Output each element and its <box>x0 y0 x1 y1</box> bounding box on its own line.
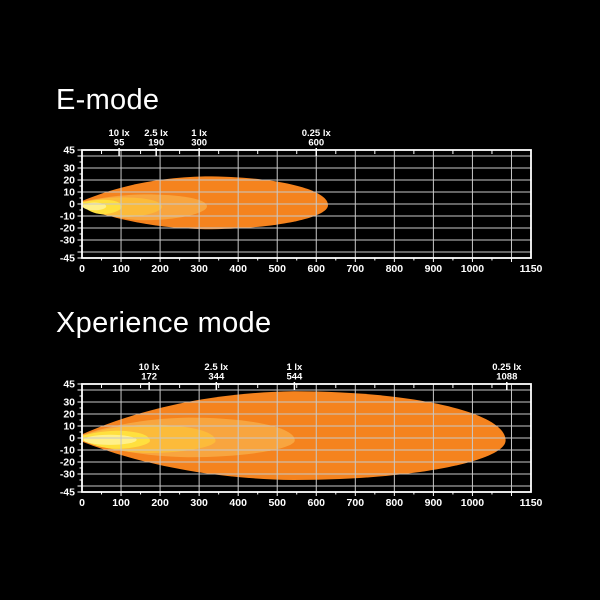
y-tick-label: 10 <box>63 187 75 199</box>
annotation-distance-label: 300 <box>191 138 207 149</box>
axis-labels: 0 100 200 300 400 500 600 700 800 900 1000 11504530… <box>60 145 543 276</box>
x-tick-label: 1000 <box>461 263 485 275</box>
x-tick-label: 400 <box>229 497 247 509</box>
y-tick-label: -20 <box>60 223 75 235</box>
beam-zones <box>82 391 506 480</box>
plot-border <box>81 149 532 259</box>
x-tick-label: 400 <box>229 263 247 275</box>
beam-zones <box>82 176 328 230</box>
annotation-distance-label: 1088 <box>496 372 517 383</box>
emode-chart-title: E-mode <box>56 84 160 116</box>
annotation-lux-label: 2.5 lx <box>204 362 228 373</box>
y-tick-label: 0 <box>69 199 75 211</box>
annotation-lux-label: 0.25 lx <box>492 362 522 373</box>
x-tick-label: 0 <box>79 263 85 275</box>
x-tick-label: 300 <box>190 263 208 275</box>
y-tick-label: 30 <box>63 397 75 409</box>
y-tick-label: 20 <box>63 175 75 187</box>
y-tick-label: -30 <box>60 235 75 247</box>
y-tick-label: -45 <box>60 487 75 499</box>
annotation-distance-label: 544 <box>286 372 303 383</box>
annotation-lux-label: 1 lx <box>191 128 208 139</box>
y-tick-label: 45 <box>63 379 75 391</box>
annotation-distance-label: 344 <box>208 372 225 383</box>
annotation-lux-label: 2.5 lx <box>144 128 168 139</box>
y-tick-label: 20 <box>63 409 75 421</box>
x-tick-label: 100 <box>112 497 130 509</box>
annotation-distance-label: 190 <box>148 138 164 149</box>
y-tick-label: 10 <box>63 421 75 433</box>
x-tick-label: 700 <box>347 497 365 509</box>
x-tick-label: 1000 <box>461 497 485 509</box>
x-tick-label: 800 <box>386 263 404 275</box>
grid-lines <box>82 384 531 492</box>
x-tick-label: 600 <box>307 263 325 275</box>
x-tick-label: 1150 <box>520 263 543 275</box>
xperience-beam-chart: 0 100 200 300 400 500 600 700 800 900 1000 11504530… <box>60 362 543 510</box>
y-tick-label: 0 <box>69 433 75 445</box>
y-tick-label: 30 <box>63 163 75 175</box>
beam-zone-0.25lx <box>82 391 506 480</box>
beam-hotspot <box>83 434 137 445</box>
x-tick-label: 1150 <box>520 497 543 509</box>
annotation-lux-label: 10 lx <box>109 128 131 139</box>
axis-labels: 0 100 200 300 400 500 600 700 800 900 1000 11504530… <box>60 379 543 510</box>
x-tick-label: 300 <box>190 497 208 509</box>
y-tick-label: -20 <box>60 457 75 469</box>
y-tick-label: -30 <box>60 469 75 481</box>
x-tick-label: 200 <box>151 497 169 509</box>
annotation-distance-label: 172 <box>141 372 157 383</box>
x-tick-label: 500 <box>268 263 286 275</box>
plot-border <box>81 383 532 493</box>
x-tick-label: 500 <box>268 497 286 509</box>
annotation-distance-label: 95 <box>114 138 125 149</box>
x-tick-label: 800 <box>386 497 404 509</box>
y-tick-label: -45 <box>60 253 75 265</box>
y-tick-label: -10 <box>60 211 75 223</box>
emode-beam-chart: 0 100 200 300 400 500 600 700 800 900 1000 11504530… <box>60 128 543 276</box>
annotation-lux-label: 1 lx <box>286 362 303 373</box>
x-tick-label: 200 <box>151 263 169 275</box>
y-tick-label: 45 <box>63 145 75 157</box>
x-tick-label: 900 <box>425 263 443 275</box>
x-tick-label: 900 <box>425 497 443 509</box>
x-tick-label: 700 <box>347 263 365 275</box>
x-tick-label: 100 <box>112 263 130 275</box>
y-tick-label: -10 <box>60 445 75 457</box>
x-tick-label: 600 <box>307 497 325 509</box>
grid-lines <box>82 150 531 258</box>
annotation-lux-label: 0.25 lx <box>302 128 332 139</box>
annotation-distance-label: 600 <box>308 138 324 149</box>
xperience-chart-title: Xperience mode <box>56 307 272 339</box>
x-tick-label: 0 <box>79 497 85 509</box>
annotation-lux-label: 10 lx <box>139 362 161 373</box>
